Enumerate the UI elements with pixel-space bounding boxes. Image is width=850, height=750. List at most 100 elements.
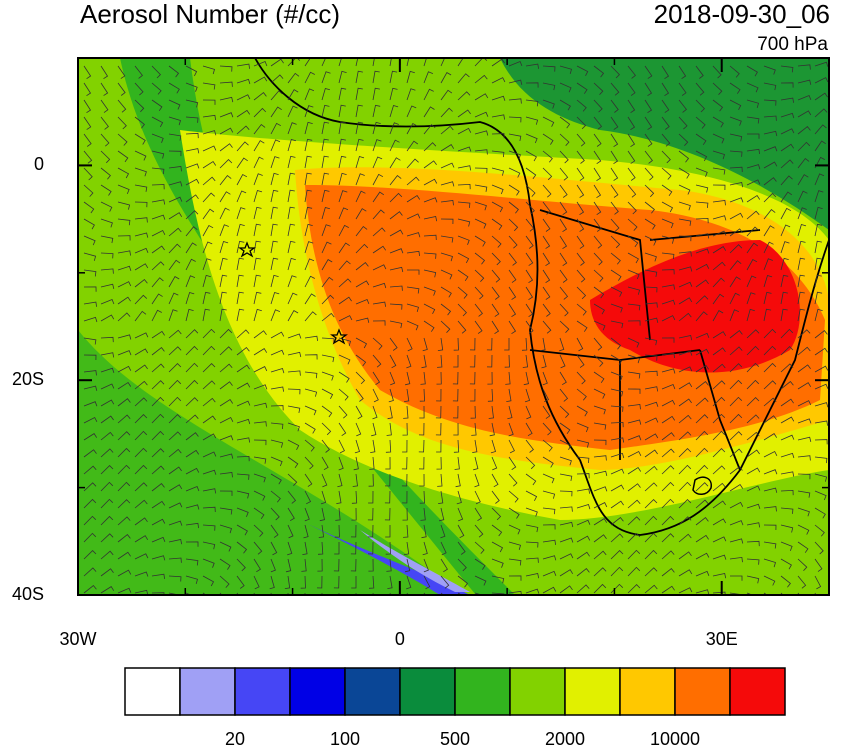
wind-barb: [151, 116, 164, 128]
map-title: Aerosol Number (#/cc): [80, 0, 340, 29]
wind-barb: [678, 516, 692, 526]
wind-barb: [457, 201, 471, 208]
wind-barb: [236, 558, 246, 572]
wind-barb: [387, 405, 393, 420]
wind-barb: [404, 388, 410, 402]
wind-barb: [219, 257, 228, 271]
wind-barb: [304, 223, 313, 237]
wind-barb: [338, 104, 346, 118]
wind-barb: [236, 329, 250, 339]
wind-barb: [712, 65, 722, 79]
wind-barb: [316, 575, 323, 589]
wind-barb: [440, 200, 454, 206]
wind-barb: [763, 450, 778, 458]
wind-barb: [270, 473, 282, 485]
wind-barb: [780, 524, 794, 533]
wind-barb: [780, 143, 795, 152]
wind-barb: [644, 532, 658, 543]
wind-barb: [270, 274, 279, 288]
wind-barb: [117, 464, 131, 475]
wind-barb: [351, 507, 357, 521]
wind-barb: [593, 167, 602, 182]
wind-barb: [763, 192, 777, 203]
wind-barb: [117, 447, 131, 458]
pressure-level: 700 hPa: [757, 34, 828, 55]
wind-barb: [270, 490, 281, 503]
wind-barb: [100, 116, 109, 130]
wind-barb: [644, 354, 658, 361]
wind-barb: [168, 133, 182, 141]
wind-barb: [491, 150, 505, 158]
wind-barb: [491, 490, 500, 504]
wind-barb: [185, 194, 199, 203]
wind-barb: [542, 539, 556, 545]
wind-barb: [508, 269, 517, 283]
wind-barb: [678, 281, 693, 288]
wind-barb: [117, 235, 131, 241]
wind-barb: [117, 481, 131, 492]
wind-barb: [355, 354, 367, 367]
wind-barb: [321, 354, 335, 363]
wind-barb: [695, 552, 710, 560]
wind-barb: [185, 541, 199, 547]
wind-barb: [236, 190, 247, 203]
wind-barb: [236, 507, 249, 518]
wind-barb: [661, 550, 675, 560]
wind-barb: [627, 99, 636, 114]
wind-barb: [355, 121, 364, 135]
wind-barb: [712, 310, 724, 322]
wind-barb: [100, 415, 114, 424]
wind-barb: [780, 507, 794, 514]
wind-barb: [593, 150, 602, 165]
wind-barb: [321, 439, 330, 453]
wind-barb: [593, 133, 602, 147]
wind-barb: [423, 142, 437, 152]
wind-barb: [474, 507, 483, 522]
wind-barb: [456, 490, 462, 505]
wind-barb: [559, 388, 569, 402]
wind-barb: [406, 354, 412, 369]
wind-barb: [712, 99, 724, 112]
wind-barb: [474, 269, 485, 282]
wind-barb: [219, 127, 234, 135]
wind-barb: [253, 189, 263, 203]
wind-barb: [134, 589, 149, 595]
wind-barb: [780, 97, 794, 103]
wind-barb: [644, 515, 658, 526]
wind-barb: [185, 558, 199, 566]
wind-barb: [372, 104, 381, 118]
map-field: [78, 58, 829, 595]
wind-barb: [507, 405, 513, 420]
wind-barb: [780, 575, 791, 588]
wind-barb: [134, 278, 148, 288]
wind-barb: [100, 167, 111, 180]
wind-barb: [440, 252, 453, 262]
wind-barb: [185, 449, 200, 458]
wind-barb: [202, 241, 213, 254]
wind-barb: [151, 413, 165, 424]
wind-barb: [780, 207, 792, 220]
wind-barb: [780, 541, 793, 552]
wind-barb: [387, 575, 393, 589]
wind-barb: [406, 250, 420, 257]
wind-barb: [83, 167, 93, 181]
wind-barb: [202, 308, 210, 322]
wind-barb: [202, 224, 214, 237]
wind-barb: [151, 199, 166, 205]
wind-barb: [117, 365, 132, 373]
wind-barb: [491, 320, 500, 335]
wind-barb: [168, 363, 182, 373]
wind-barb: [763, 291, 772, 305]
wind-barb: [576, 320, 588, 332]
wind-barb: [508, 524, 521, 535]
wind-barb: [542, 218, 551, 232]
wind-barb: [712, 500, 726, 509]
wind-barb: [814, 190, 824, 203]
wind-barb: [151, 380, 165, 390]
wind-barb: [797, 94, 812, 101]
wind-barb: [559, 490, 573, 497]
wind-barb: [814, 108, 828, 118]
wind-barb: [185, 258, 196, 271]
wind-barb: [287, 292, 298, 305]
wind-barb: [593, 455, 607, 461]
